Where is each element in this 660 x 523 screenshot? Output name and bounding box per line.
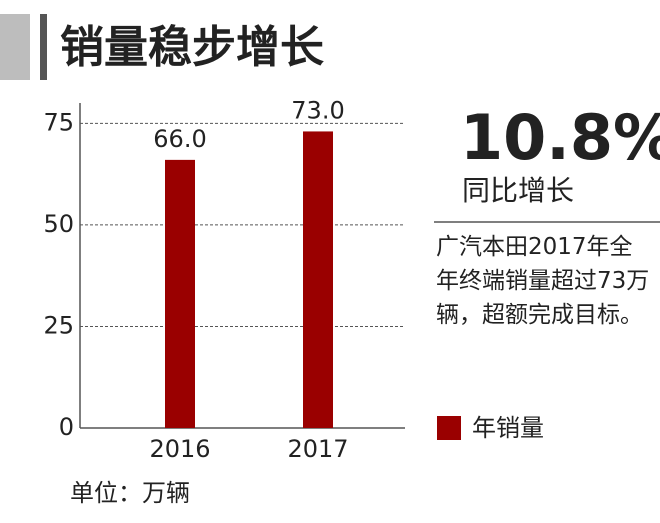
highlight: 10.8%	[460, 101, 660, 174]
x-tick-label: 2017	[287, 435, 348, 463]
value-label: 66.0	[153, 125, 206, 153]
title-decoration	[40, 14, 47, 80]
y-tick-label: 75	[43, 108, 74, 136]
bar	[165, 159, 195, 428]
bar	[303, 131, 333, 428]
highlight-label: 同比增长	[462, 174, 574, 207]
y-tick-label: 50	[43, 210, 74, 238]
x-tick-label: 2016	[149, 435, 210, 463]
legend-swatch	[437, 416, 461, 440]
chart-title: 销量稳步增长	[60, 22, 324, 73]
note: 广汽本田2017年全年终端销量超过73万辆，超额完成目标。	[436, 234, 650, 328]
value-label: 73.0	[291, 96, 344, 124]
y-tick-label: 25	[43, 311, 74, 339]
legend-label: 年销量	[472, 414, 544, 442]
title-decoration	[0, 14, 30, 80]
unit-label: 单位：万辆	[70, 479, 190, 507]
y-tick-label: 0	[59, 413, 74, 441]
